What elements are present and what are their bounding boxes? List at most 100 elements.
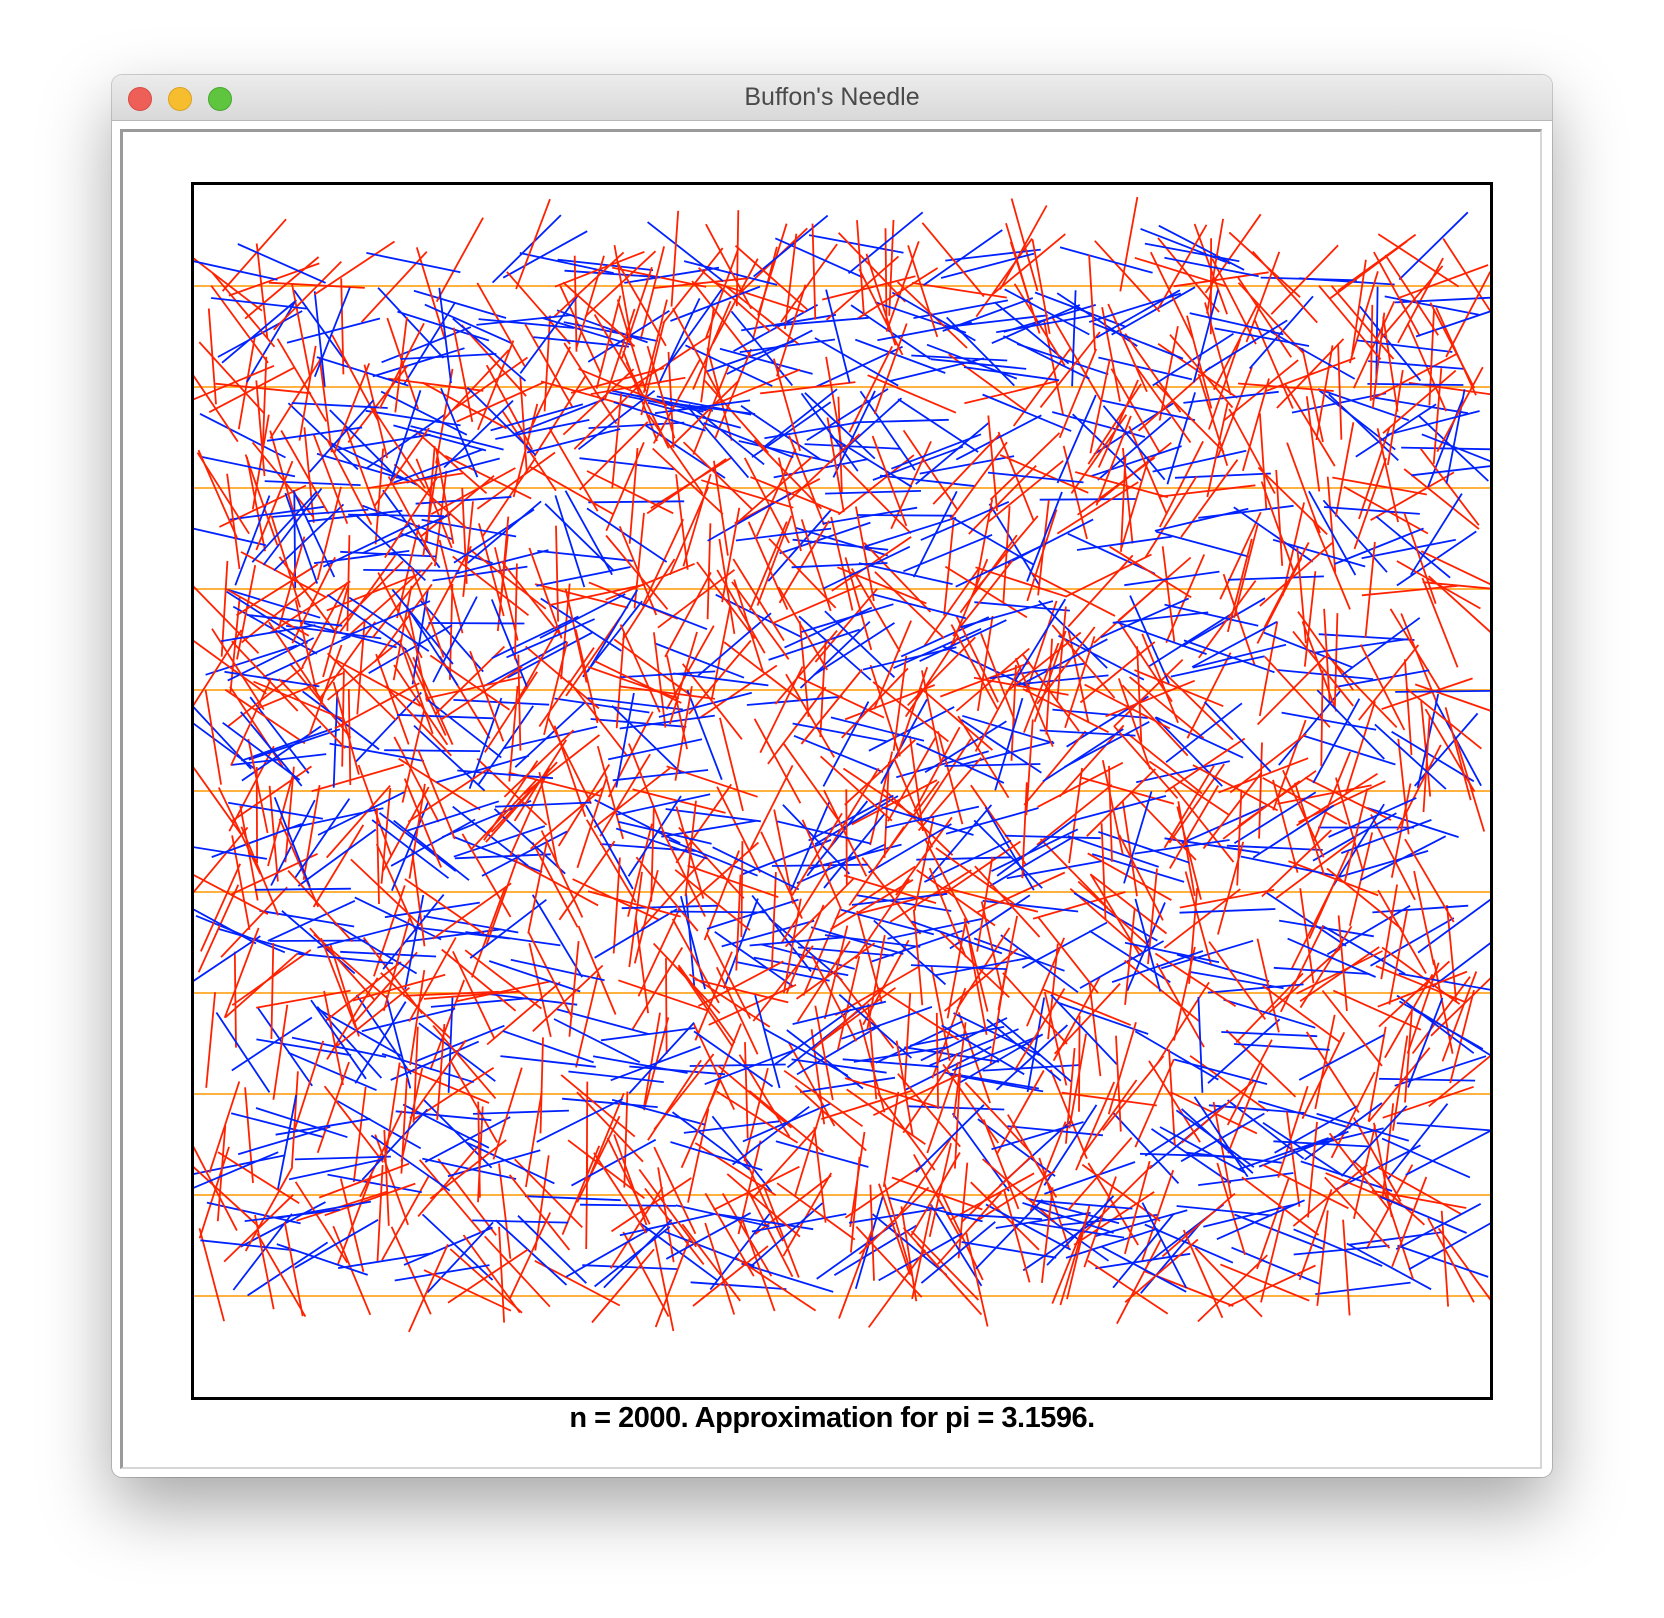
needle <box>264 480 361 486</box>
needle-crossing <box>740 841 744 938</box>
needle-crossing <box>498 1226 505 1323</box>
needle-crossing <box>1101 760 1124 855</box>
needle-crossing <box>404 878 485 935</box>
needle-crossing <box>291 556 336 644</box>
needle-crossing <box>692 365 730 455</box>
needle-crossing <box>1002 972 1068 1045</box>
needle <box>294 1155 391 1161</box>
needle-crossing <box>952 560 1014 637</box>
needle-crossing <box>399 1065 490 1104</box>
needle-crossing <box>318 621 376 701</box>
needle-crossing <box>737 1140 762 1235</box>
needle <box>1067 835 1159 868</box>
needle-crossing <box>856 220 865 317</box>
needle-crossing <box>284 766 295 863</box>
needle <box>1214 327 1310 347</box>
needle-crossing <box>692 1022 736 1110</box>
needle-crossing <box>628 871 643 968</box>
needle-crossing <box>1192 764 1279 812</box>
needle <box>661 820 757 838</box>
needle <box>801 603 894 633</box>
needle <box>982 393 1072 432</box>
needle <box>340 950 437 958</box>
needle <box>553 1018 641 1064</box>
needle-crossing <box>706 523 712 620</box>
needle <box>472 1109 569 1115</box>
minimize-button[interactable] <box>168 87 192 111</box>
needle <box>792 722 888 743</box>
needle <box>510 958 605 982</box>
needle-crossing <box>1126 732 1203 795</box>
needle <box>191 845 268 860</box>
needle-crossing <box>283 1221 304 1317</box>
needle-crossing <box>1010 198 1039 292</box>
title-bar[interactable]: Buffon's Needle <box>112 75 1552 121</box>
needle-crossing <box>340 278 345 375</box>
needle <box>1355 403 1437 458</box>
needle-crossing <box>664 571 712 658</box>
needle-crossing <box>1118 834 1164 921</box>
needle-crossing <box>484 671 538 753</box>
needle-crossing <box>646 345 676 439</box>
needle-crossing <box>837 566 927 605</box>
needle <box>1144 1103 1227 1157</box>
needle-crossing <box>543 641 569 736</box>
needle-crossing <box>652 447 724 515</box>
needle-crossing <box>534 583 629 609</box>
needle <box>670 285 761 322</box>
needle-crossing <box>500 560 563 637</box>
needle-crossing <box>303 427 315 523</box>
needle-crossing <box>747 521 789 610</box>
needle <box>1396 1122 1493 1132</box>
needle <box>772 1008 852 1067</box>
needle-crossing <box>309 927 375 1001</box>
needle-crossing <box>928 867 967 958</box>
needle-crossing <box>561 1145 601 1235</box>
needle <box>372 347 465 378</box>
needle-crossing <box>619 685 716 700</box>
needle-crossing <box>1358 644 1420 721</box>
needle <box>611 705 682 774</box>
needle-crossing <box>1305 1031 1360 1113</box>
zoom-button[interactable] <box>208 87 232 111</box>
needle-crossing <box>1079 641 1156 704</box>
needle <box>310 999 367 1080</box>
needle-crossing <box>955 615 999 703</box>
needle-crossing <box>713 1165 800 1211</box>
needle-crossing <box>814 1005 834 1101</box>
needle-crossing <box>1087 852 1172 901</box>
needle <box>1262 1122 1344 1177</box>
needle-crossing <box>631 947 684 1030</box>
needle-crossing <box>430 467 516 515</box>
needle-crossing <box>1379 265 1444 340</box>
needle-crossing <box>587 890 681 918</box>
needle <box>424 303 513 345</box>
needle <box>255 1107 348 1139</box>
needle-crossing <box>1163 671 1234 741</box>
needle <box>406 457 500 484</box>
needle-crossing <box>590 376 686 395</box>
needle-crossing <box>1128 425 1168 515</box>
close-button[interactable] <box>128 87 152 111</box>
needle-crossing <box>677 964 736 1044</box>
needle <box>719 347 813 375</box>
needle <box>354 1001 407 1084</box>
needle <box>790 801 831 891</box>
needle-crossing <box>1256 938 1280 1033</box>
needle <box>782 804 851 875</box>
needle-crossing <box>528 547 563 639</box>
needle-crossing <box>1067 628 1090 723</box>
needle-crossing <box>811 223 817 320</box>
needle <box>1203 1203 1297 1228</box>
needle-crossing <box>883 761 890 858</box>
needle <box>241 728 333 762</box>
needle <box>247 1241 329 1297</box>
needle-crossing <box>1005 631 1082 694</box>
needle-crossing <box>713 281 806 313</box>
needle-crossing <box>227 666 304 728</box>
needle-crossing <box>687 1108 710 1203</box>
needle-crossing <box>1124 1160 1151 1255</box>
needle-crossing <box>563 342 618 425</box>
needle-crossing <box>1155 383 1225 453</box>
needle <box>624 266 720 284</box>
